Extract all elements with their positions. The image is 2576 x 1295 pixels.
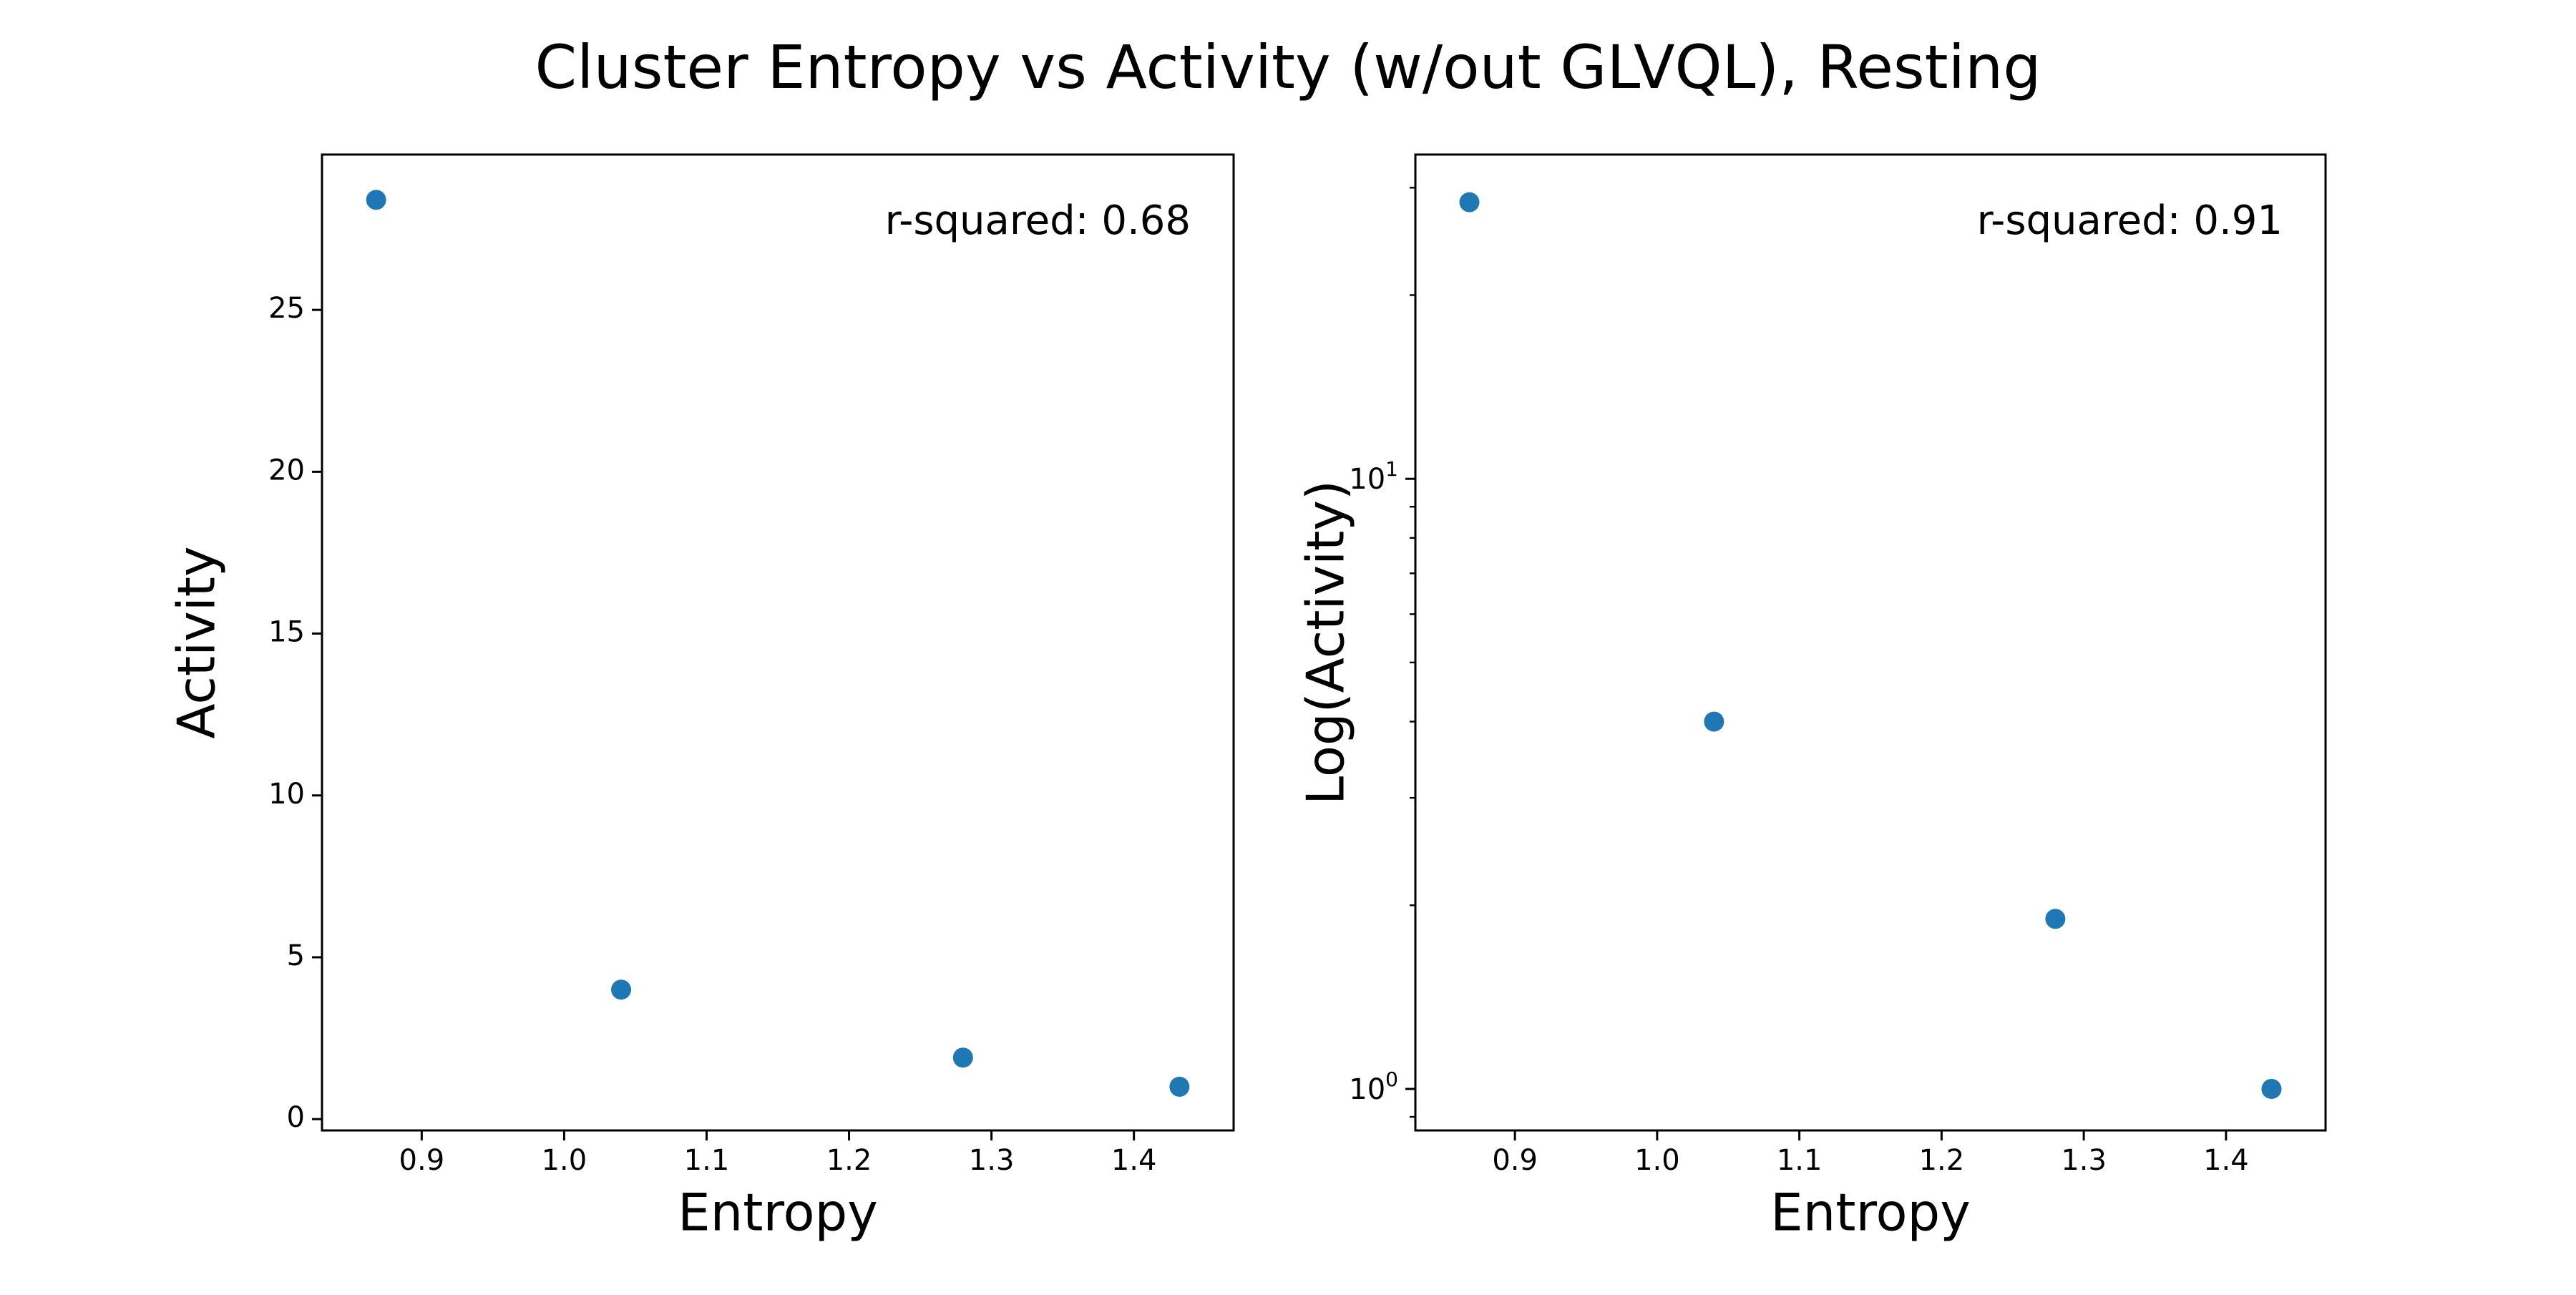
y-tick-label: 100 bbox=[1349, 1067, 1398, 1106]
y-tick-label: 25 bbox=[268, 292, 305, 325]
x-tick-label: 0.9 bbox=[399, 1144, 445, 1177]
y-tick-label: 15 bbox=[268, 616, 305, 649]
x-tick-label: 1.2 bbox=[1919, 1144, 1965, 1177]
x-tick-label: 1.1 bbox=[684, 1144, 730, 1177]
x-tick-label: 1.3 bbox=[2061, 1144, 2107, 1177]
left-panel: 0.9 1.0 1.1 1.2 1.3 1.4 0 5 10 15 20 25 Entropy Activ… bbox=[167, 153, 1235, 1243]
x-tick-label: 1.4 bbox=[1111, 1144, 1157, 1177]
figure-title: Cluster Entropy vs Activity (w/out GLVQL… bbox=[535, 32, 2041, 102]
y-tick-label: 5 bbox=[287, 939, 305, 972]
right-panel: 0.9 1.0 1.1 1.2 1.3 1.4 100 101 Entropy Log(Activ… bbox=[1296, 153, 2327, 1243]
data-point bbox=[2045, 909, 2066, 929]
x-tick-label: 0.9 bbox=[1492, 1144, 1538, 1177]
x-tick-label: 1.0 bbox=[1634, 1144, 1680, 1177]
y-axis-label: Log(Activity) bbox=[1296, 480, 1356, 805]
y-axis-label: Activity bbox=[167, 546, 227, 738]
y-tick-label: 0 bbox=[287, 1101, 305, 1134]
data-point bbox=[2261, 1078, 2282, 1099]
x-tick-label: 1.3 bbox=[969, 1144, 1015, 1177]
y-tick-label: 10 bbox=[268, 778, 305, 811]
y-tick-label: 20 bbox=[268, 454, 305, 487]
plot-frame bbox=[321, 153, 1235, 1132]
plot-frame bbox=[1414, 153, 2327, 1132]
x-tick-label: 1.1 bbox=[1777, 1144, 1823, 1177]
data-point bbox=[1169, 1076, 1190, 1097]
data-point bbox=[1459, 192, 1480, 212]
data-point bbox=[366, 190, 386, 210]
data-point bbox=[611, 979, 632, 1000]
x-axis-label: Entropy bbox=[678, 1183, 878, 1243]
x-axis-label: Entropy bbox=[1770, 1183, 1971, 1243]
x-tick-label: 1.0 bbox=[542, 1144, 587, 1177]
r-squared-annotation: r-squared: 0.91 bbox=[1977, 197, 2283, 244]
x-tick-label: 1.2 bbox=[826, 1144, 872, 1177]
data-point bbox=[952, 1047, 973, 1068]
y-tick-label: 101 bbox=[1349, 457, 1398, 496]
r-squared-annotation: r-squared: 0.68 bbox=[885, 197, 1191, 244]
data-point bbox=[1704, 711, 1724, 732]
x-tick-label: 1.4 bbox=[2203, 1144, 2249, 1177]
